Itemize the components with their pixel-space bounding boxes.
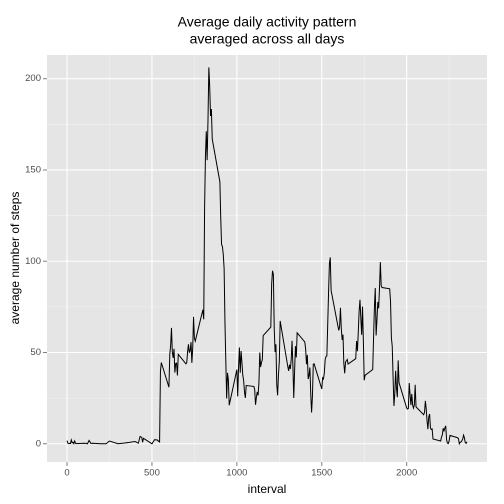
x-tick-label: 500 bbox=[144, 468, 160, 479]
chart-title: Average daily activity pattern bbox=[178, 14, 357, 30]
x-tick-label: 1500 bbox=[311, 468, 332, 479]
x-tick-label: 0 bbox=[64, 468, 69, 479]
data-line bbox=[66, 67, 468, 446]
x-tick-label: 1000 bbox=[226, 468, 247, 479]
y-tick-label: 100 bbox=[25, 256, 41, 267]
y-tick-label: 200 bbox=[25, 73, 41, 84]
x-axis-label: interval bbox=[248, 482, 287, 496]
y-tick-label: 50 bbox=[30, 347, 41, 358]
chart-subtitle: averaged across all days bbox=[190, 31, 345, 47]
y-axis-label: average number of steps bbox=[8, 192, 22, 325]
x-tick-label: 2000 bbox=[396, 468, 417, 479]
plot-panel bbox=[47, 55, 487, 462]
y-tick-label: 150 bbox=[25, 164, 41, 175]
y-tick-label: 0 bbox=[36, 438, 41, 449]
